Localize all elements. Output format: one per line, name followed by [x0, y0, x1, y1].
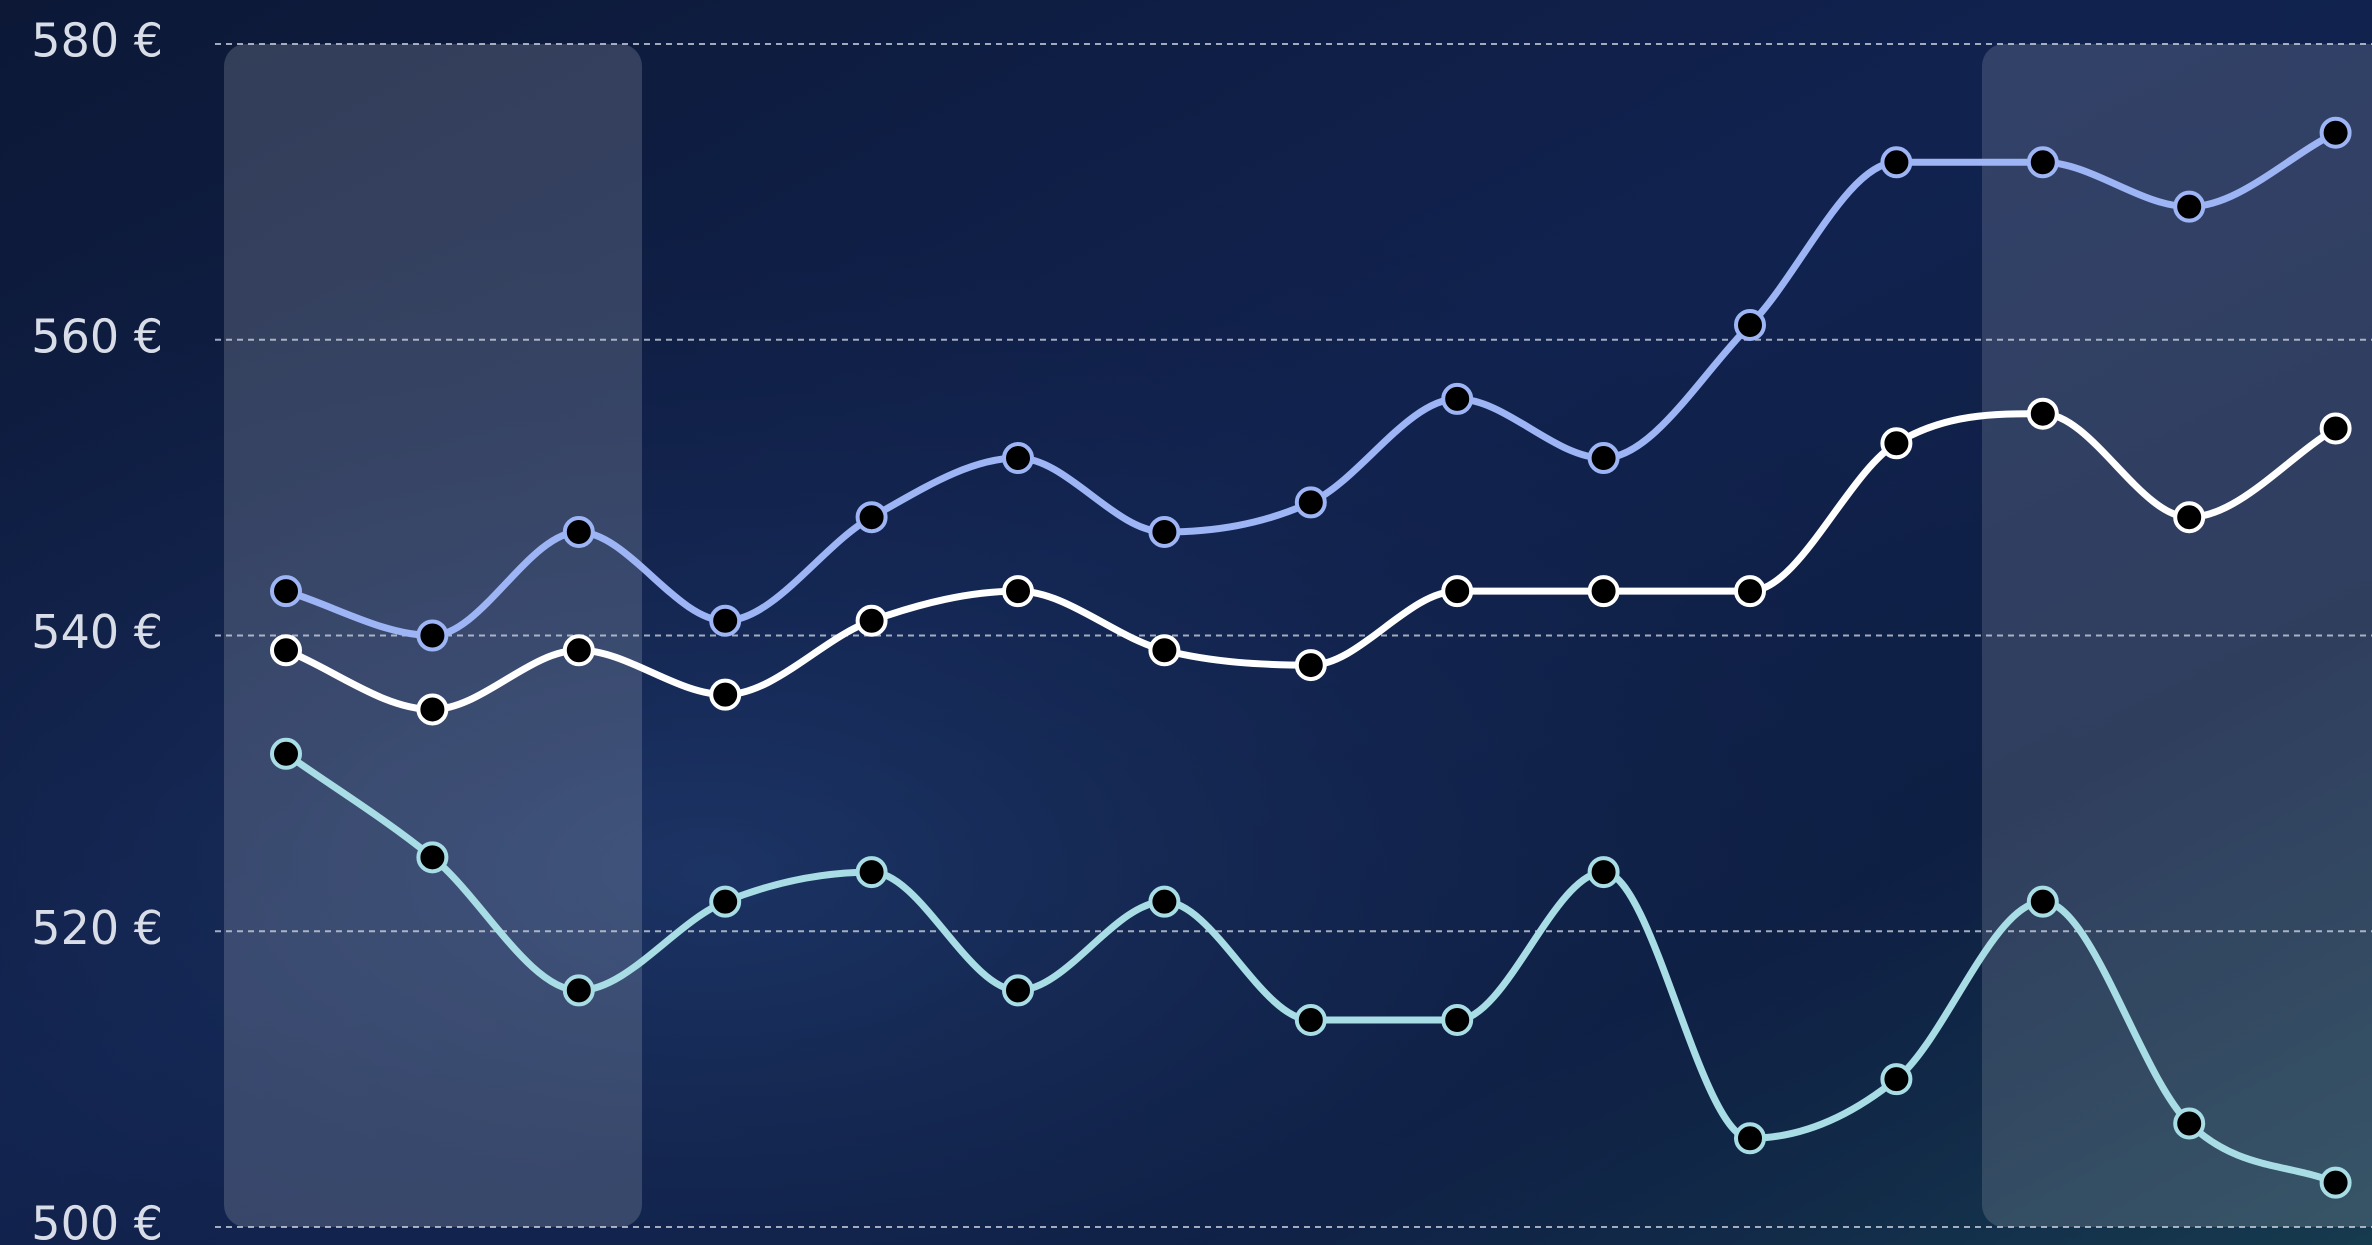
- data-point: [2319, 1166, 2352, 1199]
- data-point: [2026, 885, 2059, 918]
- data-point: [1294, 486, 1327, 519]
- y-tick-label: 560 €: [31, 309, 163, 363]
- data-point: [1734, 1122, 1766, 1155]
- y-tick-label: 580 €: [31, 14, 163, 68]
- data-point: [1880, 1063, 1913, 1096]
- data-point: [1734, 575, 1766, 608]
- data-point: [709, 678, 742, 711]
- data-point: [1441, 382, 1474, 415]
- data-point: [270, 634, 302, 667]
- data-point: [1587, 442, 1620, 475]
- data-point: [2319, 116, 2352, 149]
- data-point: [2026, 146, 2059, 179]
- data-point: [562, 634, 595, 667]
- data-point: [2319, 412, 2352, 445]
- points: [270, 116, 2352, 1199]
- data-point: [1587, 856, 1620, 889]
- data-point: [1148, 634, 1181, 667]
- data-point: [1734, 308, 1766, 341]
- data-point: [1294, 649, 1327, 682]
- y-tick-label: 520 €: [31, 901, 163, 955]
- data-point: [855, 501, 888, 534]
- data-point: [855, 856, 888, 889]
- y-tick-label: 500 €: [31, 1197, 163, 1245]
- grid: 500 € 520 € 540 € 560 € 580 €: [31, 14, 2372, 1245]
- data-point: [1441, 1003, 1474, 1036]
- data-point: [1002, 974, 1034, 1007]
- data-point: [1002, 442, 1034, 475]
- data-point: [1148, 885, 1181, 918]
- data-point: [562, 515, 595, 548]
- data-point: [2173, 501, 2206, 534]
- data-point: [562, 974, 595, 1007]
- data-point: [416, 693, 449, 726]
- data-point: [1880, 427, 1913, 460]
- data-point: [2173, 190, 2206, 223]
- data-point: [1002, 575, 1034, 608]
- y-tick-label: 540 €: [31, 605, 163, 659]
- data-point: [270, 575, 302, 608]
- data-point: [1880, 146, 1913, 179]
- data-point: [709, 604, 742, 637]
- data-point: [2026, 397, 2059, 430]
- data-point: [855, 604, 888, 637]
- data-point: [270, 737, 302, 770]
- data-point: [1148, 515, 1181, 548]
- data-point: [416, 619, 449, 652]
- data-point: [709, 885, 742, 918]
- data-point: [416, 841, 449, 874]
- data-point: [1294, 1003, 1327, 1036]
- data-point: [1587, 575, 1620, 608]
- data-point: [1441, 575, 1474, 608]
- series-line: [282, 750, 2340, 1187]
- data-point: [2173, 1107, 2206, 1140]
